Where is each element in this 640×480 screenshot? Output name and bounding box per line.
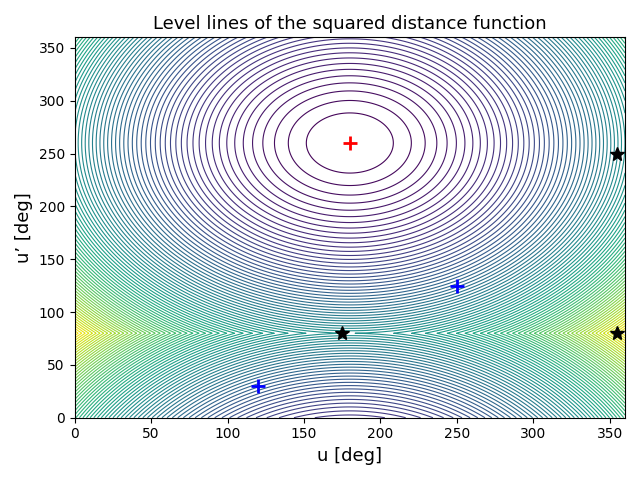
Y-axis label: u’ [deg]: u’ [deg] bbox=[15, 192, 33, 263]
X-axis label: u [deg]: u [deg] bbox=[317, 447, 382, 465]
Title: Level lines of the squared distance function: Level lines of the squared distance func… bbox=[153, 15, 547, 33]
